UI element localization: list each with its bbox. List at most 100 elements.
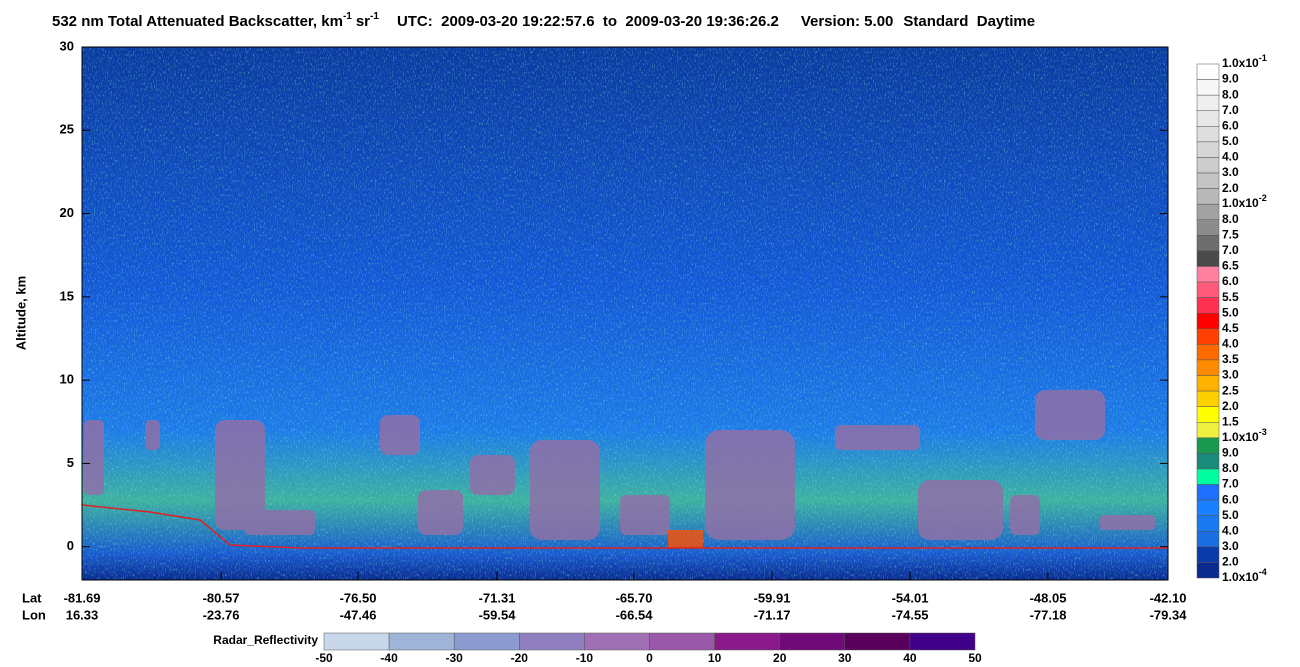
colorbar-label: 5.5 bbox=[1222, 290, 1239, 304]
colorbar-label: 5.0 bbox=[1222, 305, 1239, 319]
radar-tick-label: 40 bbox=[903, 651, 917, 665]
colorbar-band bbox=[1196, 172, 1220, 189]
radar-band bbox=[453, 632, 520, 651]
colorbar-label: 6.0 bbox=[1222, 274, 1239, 288]
colorbar-band bbox=[1196, 266, 1220, 283]
lat-label: Lat bbox=[22, 590, 42, 605]
lon-tick-label: -59.54 bbox=[479, 607, 517, 622]
y-tick-label: 20 bbox=[60, 205, 74, 220]
colorbar-label: 9.0 bbox=[1222, 446, 1239, 460]
colorbar-label: 7.0 bbox=[1222, 243, 1239, 257]
colorbar-band bbox=[1196, 406, 1220, 423]
colorbar-band bbox=[1196, 63, 1220, 80]
colorbar-label: 8.0 bbox=[1222, 212, 1239, 226]
colorbar-label: 7.0 bbox=[1222, 103, 1239, 117]
colorbar-label: 2.0 bbox=[1222, 399, 1239, 413]
colorbar-label: 3.0 bbox=[1222, 539, 1239, 553]
plot-area bbox=[81, 46, 1169, 581]
radar-band bbox=[714, 632, 780, 651]
lon-tick-label: -79.34 bbox=[1150, 607, 1188, 622]
colorbar-label: 6.0 bbox=[1222, 118, 1239, 132]
colorbar-band bbox=[1196, 344, 1220, 361]
lat-tick-label: -42.10 bbox=[1150, 590, 1187, 605]
lon-tick-label: -47.46 bbox=[340, 607, 377, 622]
colorbar-label: 3.0 bbox=[1222, 368, 1239, 382]
colorbar-band bbox=[1196, 375, 1220, 392]
colorbar-label: 8.0 bbox=[1222, 461, 1239, 475]
radar-label: Radar_Reflectivity bbox=[213, 633, 318, 647]
radar-band bbox=[779, 632, 846, 651]
colorbar-band bbox=[1196, 157, 1220, 174]
title-unit: sr bbox=[356, 13, 370, 30]
colorbar-band bbox=[1196, 94, 1220, 111]
colorbar-exponent: -1 bbox=[1259, 53, 1267, 63]
colorbar-label: 1.0x10-2 bbox=[1222, 194, 1267, 211]
y-tick-label: 10 bbox=[60, 372, 74, 387]
y-tick-label: 25 bbox=[60, 122, 74, 137]
lat-tick-label: -81.69 bbox=[64, 590, 101, 605]
colorbar-label: 3.0 bbox=[1222, 165, 1239, 179]
radar-band bbox=[323, 632, 390, 651]
radar-clouds bbox=[84, 390, 1155, 540]
colorbar-band bbox=[1196, 453, 1220, 470]
y-tick-label: 15 bbox=[60, 288, 74, 303]
chart-title: 532 nm Total Attenuated Backscatter, km -… bbox=[52, 11, 1035, 30]
colorbar-label: 6.5 bbox=[1222, 259, 1239, 273]
version: Version: 5.00 bbox=[801, 13, 894, 30]
colorbar-label: 8.0 bbox=[1222, 87, 1239, 101]
colorbar-label: 1.0x10-4 bbox=[1222, 567, 1267, 584]
lon-tick-label: -71.17 bbox=[754, 607, 791, 622]
colorbar-band bbox=[1196, 235, 1220, 252]
colorbar-label: 2.5 bbox=[1222, 383, 1239, 397]
plot-frame bbox=[81, 46, 1169, 581]
radar-tick-label: 0 bbox=[646, 651, 653, 665]
lon-label: Lon bbox=[22, 607, 46, 622]
colorbar-band bbox=[1196, 421, 1220, 439]
colorbar-label: 4.5 bbox=[1222, 321, 1239, 335]
y-tick-label: 0 bbox=[67, 538, 74, 553]
colorbar-label: 2.0 bbox=[1222, 181, 1239, 195]
lon-tick-label: -77.18 bbox=[1030, 607, 1067, 622]
title-main: 532 nm Total Attenuated Backscatter, km bbox=[52, 13, 343, 30]
lon-tick-label: -23.76 bbox=[203, 607, 240, 622]
colorbar-label: 7.5 bbox=[1222, 228, 1239, 242]
time-range: UTC: 2009-03-20 19:22:57.6 to 2009-03-20… bbox=[397, 13, 779, 30]
radar-tick-label: 10 bbox=[708, 651, 722, 665]
radar-band bbox=[909, 632, 976, 651]
colorbar-label: 1.0x10-1 bbox=[1222, 53, 1267, 70]
mode: Standard Daytime bbox=[903, 13, 1035, 30]
colorbar-mantissa: 1.0x10 bbox=[1222, 430, 1259, 444]
surface-line bbox=[81, 504, 1168, 549]
title-exponent: -1 bbox=[370, 11, 379, 22]
colorbar-band bbox=[1196, 328, 1220, 345]
lat-tick-label: -71.31 bbox=[479, 590, 516, 605]
colorbar-band bbox=[1196, 250, 1220, 267]
colorbar-band bbox=[1196, 484, 1220, 501]
colorbar-exponent: -2 bbox=[1259, 194, 1267, 204]
colorbar-exponent: -4 bbox=[1259, 567, 1267, 577]
colorbar-band bbox=[1196, 531, 1220, 548]
radar-band bbox=[649, 632, 715, 651]
colorbar-band bbox=[1196, 546, 1220, 563]
radar-tick-label: -30 bbox=[446, 651, 464, 665]
radar-band bbox=[844, 632, 911, 651]
colorbar-band bbox=[1196, 499, 1220, 516]
colorbar-band bbox=[1196, 312, 1220, 330]
colorbar-band bbox=[1196, 141, 1220, 158]
colorbar-label: 4.0 bbox=[1222, 523, 1239, 537]
lat-tick-label: -54.01 bbox=[892, 590, 929, 605]
radar-tick-label: -50 bbox=[315, 651, 333, 665]
colorbar-mantissa: 1.0x10 bbox=[1222, 56, 1259, 70]
colorbar-label: 5.0 bbox=[1222, 508, 1239, 522]
lat-tick-label: -76.50 bbox=[340, 590, 377, 605]
colorbar-mantissa: 1.0x10 bbox=[1222, 570, 1259, 584]
colorbar-band bbox=[1196, 281, 1220, 298]
colorbar-label: 4.0 bbox=[1222, 337, 1239, 351]
colorbar-band bbox=[1196, 219, 1220, 236]
colorbar-band bbox=[1196, 562, 1220, 579]
colorbar-band bbox=[1196, 110, 1220, 127]
y-tick-label: 5 bbox=[67, 455, 74, 470]
lat-tick-label: -65.70 bbox=[616, 590, 653, 605]
colorbar-label: 7.0 bbox=[1222, 477, 1239, 491]
